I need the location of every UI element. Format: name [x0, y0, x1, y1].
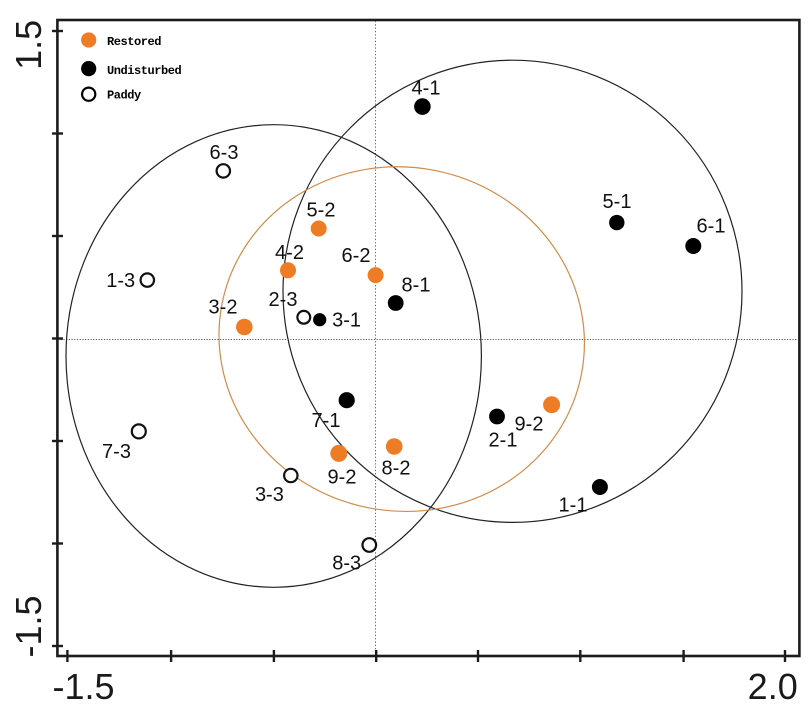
svg-text:8-1: 8-1 — [402, 275, 431, 297]
svg-text:-1.5: -1.5 — [8, 595, 49, 657]
svg-text:2.0: 2.0 — [748, 666, 798, 707]
svg-text:3-3: 3-3 — [255, 484, 284, 506]
svg-text:-1.5: -1.5 — [52, 666, 114, 707]
svg-text:5-1: 5-1 — [603, 191, 632, 213]
svg-text:8-3: 8-3 — [332, 553, 361, 575]
svg-text:Restored: Restored — [107, 35, 161, 49]
svg-text:6-3: 6-3 — [210, 142, 239, 164]
svg-text:4-1: 4-1 — [412, 78, 441, 100]
svg-text:5-2: 5-2 — [307, 200, 336, 222]
svg-text:9-2: 9-2 — [328, 466, 357, 488]
svg-text:6-2: 6-2 — [342, 245, 371, 267]
svg-text:8-2: 8-2 — [382, 458, 411, 480]
svg-text:Paddy: Paddy — [107, 89, 141, 103]
svg-text:2-1: 2-1 — [489, 430, 518, 452]
svg-text:1-3: 1-3 — [106, 270, 135, 292]
svg-text:1-1: 1-1 — [559, 495, 588, 517]
svg-text:1.5: 1.5 — [8, 20, 49, 70]
svg-text:2-3: 2-3 — [269, 289, 298, 311]
svg-text:9-2: 9-2 — [515, 414, 544, 436]
svg-text:3-1: 3-1 — [332, 309, 361, 331]
svg-text:Undisturbed: Undisturbed — [107, 64, 182, 78]
svg-text:7-3: 7-3 — [102, 441, 131, 463]
svg-text:3-2: 3-2 — [209, 297, 238, 319]
svg-text:7-1: 7-1 — [312, 410, 341, 432]
svg-text:6-1: 6-1 — [697, 216, 726, 238]
svg-text:4-2: 4-2 — [275, 242, 304, 264]
